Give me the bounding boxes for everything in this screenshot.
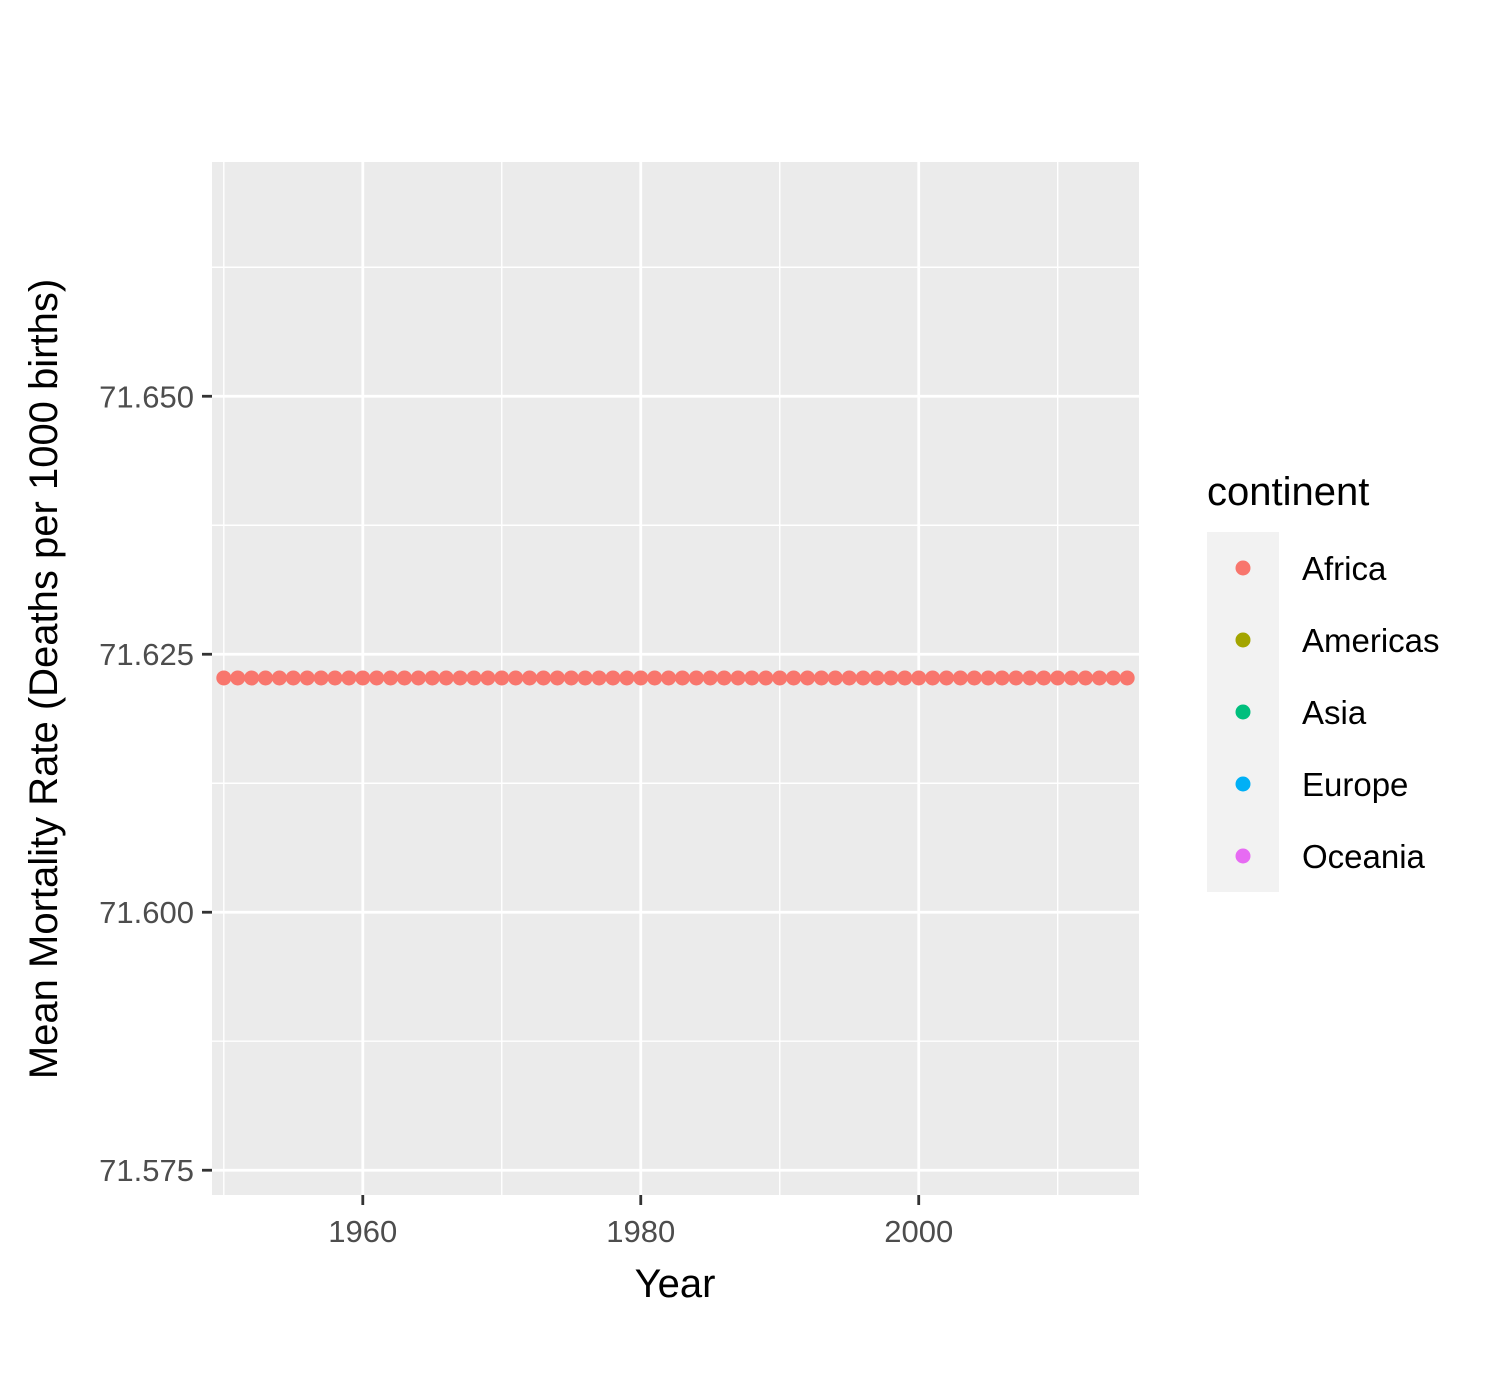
data-point [244,670,260,686]
data-point [633,670,649,686]
legend-swatch [1235,848,1251,864]
data-point [911,670,927,686]
data-point [716,670,732,686]
data-point [1091,670,1107,686]
data-point [591,670,607,686]
data-point [813,670,829,686]
data-point [383,670,399,686]
x-axis: 1960 1980 2000 [328,1195,953,1249]
legend-swatch [1235,560,1251,576]
legend-label: Oceania [1302,838,1426,875]
x-tick-label: 1960 [328,1214,397,1249]
legend-label: Asia [1302,694,1367,731]
data-point [216,670,232,686]
data-point [800,670,816,686]
data-point [772,670,788,686]
data-point [883,670,899,686]
data-point [1036,670,1052,686]
data-point [952,670,968,686]
y-tick-label: 71.650 [99,379,194,414]
data-point [438,670,454,686]
legend-label: Americas [1302,622,1440,659]
data-point [549,670,565,686]
data-point [786,670,802,686]
data-point [424,670,440,686]
data-point [855,670,871,686]
data-point [994,670,1010,686]
data-point [522,670,538,686]
data-point [1022,670,1038,686]
legend-swatch [1235,632,1251,648]
data-point [1050,670,1066,686]
data-point [647,670,663,686]
data-point [619,670,635,686]
data-point [452,670,468,686]
data-point [285,670,301,686]
data-point [258,670,274,686]
data-point [661,670,677,686]
data-point [271,670,287,686]
data-point [605,670,621,686]
data-point [1064,670,1080,686]
legend-swatch [1235,776,1251,792]
y-tick-label: 71.600 [99,895,194,930]
data-point [1008,670,1024,686]
data-point [758,670,774,686]
data-point [577,670,593,686]
x-tick-label: 2000 [884,1214,953,1249]
data-point [230,670,246,686]
data-point [480,670,496,686]
data-point [688,670,704,686]
data-point [327,670,343,686]
data-point [841,670,857,686]
y-axis: 71.575 71.600 71.625 71.650 [99,379,212,1188]
data-point [702,670,718,686]
x-axis-title: Year [635,1262,716,1306]
data-point [1105,670,1121,686]
data-point [827,670,843,686]
legend-entries: Africa Americas Asia Europe Oceania [1235,550,1440,875]
data-point [1077,670,1093,686]
legend-title: continent [1207,470,1369,514]
data-point [980,670,996,686]
data-point [897,670,913,686]
x-tick-label: 1980 [606,1214,675,1249]
legend-swatch [1235,704,1251,720]
data-point [313,670,329,686]
data-point [939,670,955,686]
y-tick-label: 71.625 [99,637,194,672]
legend-label: Africa [1302,550,1387,587]
data-point [563,670,579,686]
data-point [1119,670,1135,686]
data-point [410,670,426,686]
data-point [494,670,510,686]
data-points [216,670,1135,686]
data-point [535,670,551,686]
legend-label: Europe [1302,766,1408,803]
data-point [966,670,982,686]
data-point [396,670,412,686]
data-point [730,670,746,686]
legend: continent Africa Americas Asia Europe Oceani… [1207,470,1440,892]
data-point [299,670,315,686]
y-tick-label: 71.575 [99,1153,194,1188]
data-point [466,670,482,686]
data-point [869,670,885,686]
data-point [341,670,357,686]
data-point [674,670,690,686]
data-point [508,670,524,686]
data-point [369,670,385,686]
data-point [355,670,371,686]
data-point [925,670,941,686]
y-axis-title: Mean Mortality Rate (Deaths per 1000 bir… [22,279,66,1079]
data-point [744,670,760,686]
